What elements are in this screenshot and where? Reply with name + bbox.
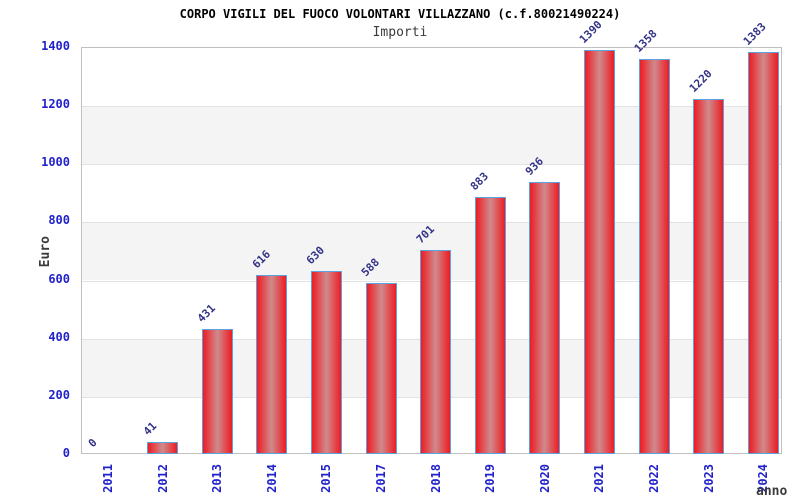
gridline xyxy=(82,106,781,107)
x-tick-label: 2011 xyxy=(101,464,115,493)
x-tick-label: 2019 xyxy=(483,464,497,493)
bar-2015 xyxy=(311,271,342,454)
gridline xyxy=(82,222,781,223)
y-tick-label: 1200 xyxy=(41,97,70,111)
chart-title: CORPO VIGILI DEL FUOCO VOLONTARI VILLAZZ… xyxy=(179,7,621,21)
x-tick-label: 2018 xyxy=(429,464,443,493)
y-tick-label: 800 xyxy=(48,213,70,227)
bar-2023 xyxy=(693,99,724,454)
x-tick-label: 2022 xyxy=(647,464,661,493)
y-tick-label: 0 xyxy=(62,446,70,460)
bar-2012 xyxy=(147,442,178,454)
x-tick-label: 2021 xyxy=(592,464,606,493)
x-tick-label: 2013 xyxy=(210,464,224,493)
x-tick-label: 2015 xyxy=(319,464,333,493)
bar-2021 xyxy=(584,50,615,454)
x-axis-title: anno xyxy=(756,484,788,499)
x-tick-label: 2012 xyxy=(156,464,170,493)
x-tick-label: 2023 xyxy=(702,464,716,493)
y-tick-label: 1400 xyxy=(41,39,70,53)
chart-subtitle: Importi xyxy=(372,25,428,40)
bar-2022 xyxy=(639,59,670,454)
grid-band xyxy=(82,106,781,164)
y-axis-title: Euro xyxy=(38,236,53,268)
bar-2018 xyxy=(420,250,451,454)
bar-2020 xyxy=(529,182,560,454)
x-tick-label: 2014 xyxy=(265,464,279,493)
y-tick-label: 1000 xyxy=(41,155,70,169)
bar-2014 xyxy=(256,275,287,454)
y-tick-label: 400 xyxy=(48,330,70,344)
bar-2013 xyxy=(202,329,233,454)
x-tick-label: 2020 xyxy=(538,464,552,493)
gridline xyxy=(82,164,781,165)
y-tick-label: 200 xyxy=(48,388,70,402)
x-tick-label: 2017 xyxy=(374,464,388,493)
bar-2017 xyxy=(366,283,397,454)
bar-2019 xyxy=(475,197,506,454)
y-tick-label: 600 xyxy=(48,272,70,286)
bar-2024 xyxy=(748,52,779,454)
